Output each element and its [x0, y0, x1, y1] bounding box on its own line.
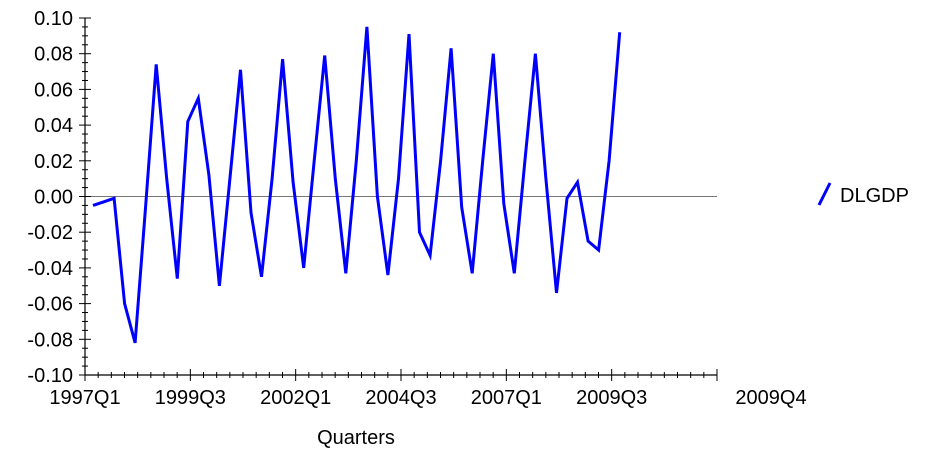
series-line-dlgdp [92, 26, 622, 344]
legend-swatch [817, 182, 832, 206]
y-tick-label: 0.02 [34, 151, 73, 173]
x-axis-title: Quarters [317, 427, 395, 449]
y-tick-label: -0.10 [27, 365, 73, 387]
y-tick-label: 0.00 [34, 187, 73, 209]
y-tick-label: -0.04 [27, 258, 73, 280]
y-tick-label: -0.02 [27, 222, 73, 244]
y-tick-label: -0.06 [27, 294, 73, 316]
x-tick-label: 2002Q1 [260, 387, 331, 409]
x-tick-label: 1997Q1 [49, 387, 120, 409]
y-tick-label: 0.08 [34, 44, 73, 66]
x-tick-label: 2007Q1 [471, 387, 542, 409]
legend-label: DLGDP [840, 185, 909, 207]
x-tick-label: 1999Q3 [155, 387, 226, 409]
y-tick-label: -0.08 [27, 329, 73, 351]
y-tick-label: 0.10 [34, 8, 73, 30]
x-tick-label: 2004Q3 [365, 387, 436, 409]
y-tick-label: 0.04 [34, 115, 73, 137]
y-tick-label: 0.06 [34, 79, 73, 101]
x-tick-label: 2009Q3 [576, 387, 647, 409]
x-end-label: 2009Q4 [735, 387, 806, 409]
